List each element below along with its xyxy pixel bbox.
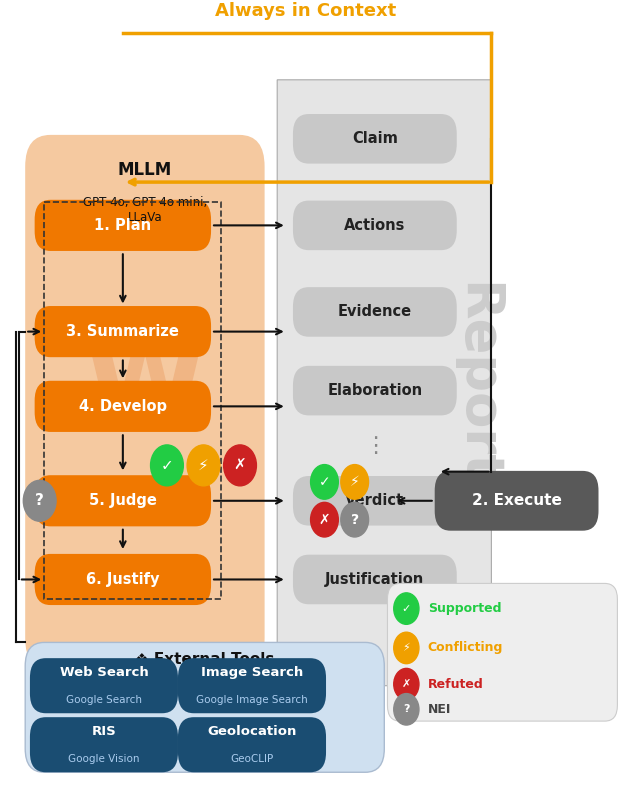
- Circle shape: [341, 465, 369, 500]
- Text: ✗: ✗: [319, 513, 330, 526]
- FancyBboxPatch shape: [30, 717, 178, 772]
- FancyBboxPatch shape: [35, 475, 211, 526]
- FancyBboxPatch shape: [178, 658, 326, 713]
- Circle shape: [394, 693, 419, 725]
- Text: Claim: Claim: [352, 132, 398, 147]
- FancyBboxPatch shape: [293, 287, 457, 336]
- Text: Actions: Actions: [344, 217, 406, 233]
- FancyBboxPatch shape: [25, 642, 384, 772]
- Text: ?: ?: [351, 513, 358, 526]
- Text: W: W: [84, 333, 206, 440]
- Text: ⚡: ⚡: [198, 458, 209, 473]
- Text: Always in Context: Always in Context: [215, 2, 396, 20]
- Text: Supported: Supported: [428, 602, 501, 615]
- Text: GeoCLIP: GeoCLIP: [231, 754, 273, 764]
- Text: ✓: ✓: [161, 458, 173, 473]
- Text: Refuted: Refuted: [428, 678, 483, 690]
- FancyBboxPatch shape: [293, 555, 457, 604]
- FancyBboxPatch shape: [35, 200, 211, 251]
- FancyBboxPatch shape: [25, 135, 265, 670]
- Text: 2. Execute: 2. Execute: [472, 493, 561, 508]
- Text: Report: Report: [450, 282, 501, 484]
- Text: ❖ External Tools: ❖ External Tools: [135, 652, 275, 667]
- Text: Web Search: Web Search: [60, 666, 148, 678]
- Text: Conflicting: Conflicting: [428, 641, 503, 654]
- FancyBboxPatch shape: [293, 114, 457, 164]
- Circle shape: [187, 445, 220, 486]
- Text: ⚡: ⚡: [350, 475, 360, 489]
- Circle shape: [311, 503, 338, 537]
- Text: ⚡: ⚡: [403, 643, 410, 653]
- Text: ✗: ✗: [402, 679, 411, 690]
- FancyBboxPatch shape: [178, 717, 326, 772]
- FancyBboxPatch shape: [35, 306, 211, 357]
- Circle shape: [394, 632, 419, 663]
- Text: MLLM: MLLM: [118, 162, 172, 180]
- Text: Evidence: Evidence: [338, 304, 412, 319]
- Text: NEI: NEI: [428, 703, 451, 716]
- Text: ?: ?: [35, 493, 44, 508]
- Text: 1. Plan: 1. Plan: [94, 217, 151, 233]
- Text: GPT 4o, GPT 4o mini,
LLaVa: GPT 4o, GPT 4o mini, LLaVa: [83, 195, 207, 224]
- Text: 5. Judge: 5. Judge: [89, 493, 157, 508]
- Text: Geolocation: Geolocation: [207, 725, 297, 738]
- FancyBboxPatch shape: [35, 554, 211, 605]
- Polygon shape: [277, 80, 491, 686]
- FancyBboxPatch shape: [435, 471, 598, 530]
- Text: ✗: ✗: [234, 458, 246, 473]
- Circle shape: [341, 503, 369, 537]
- Text: 3. Summarize: 3. Summarize: [66, 324, 180, 339]
- Text: ?: ?: [403, 704, 410, 714]
- FancyBboxPatch shape: [35, 381, 211, 432]
- Text: Google Vision: Google Vision: [68, 754, 140, 764]
- Text: ✓: ✓: [402, 604, 411, 614]
- FancyBboxPatch shape: [387, 583, 617, 721]
- Circle shape: [151, 445, 183, 486]
- Circle shape: [311, 465, 338, 500]
- Text: Verdict: Verdict: [345, 493, 404, 508]
- Text: Google Image Search: Google Image Search: [196, 695, 308, 705]
- FancyBboxPatch shape: [293, 366, 457, 415]
- Text: ✓: ✓: [319, 475, 330, 489]
- Circle shape: [394, 668, 419, 700]
- Text: RIS: RIS: [91, 725, 117, 738]
- Text: ⋮: ⋮: [364, 436, 386, 455]
- Text: Justification: Justification: [325, 572, 425, 587]
- FancyBboxPatch shape: [293, 476, 457, 526]
- Text: 4. Develop: 4. Develop: [79, 399, 167, 414]
- Text: Image Search: Image Search: [201, 666, 303, 678]
- Circle shape: [394, 593, 419, 624]
- FancyBboxPatch shape: [293, 201, 457, 250]
- Circle shape: [224, 445, 256, 486]
- Polygon shape: [457, 642, 491, 686]
- Text: 6. Justify: 6. Justify: [86, 572, 159, 587]
- Text: Google Search: Google Search: [66, 695, 142, 705]
- Text: Elaboration: Elaboration: [328, 383, 422, 398]
- FancyBboxPatch shape: [30, 658, 178, 713]
- Circle shape: [23, 481, 56, 521]
